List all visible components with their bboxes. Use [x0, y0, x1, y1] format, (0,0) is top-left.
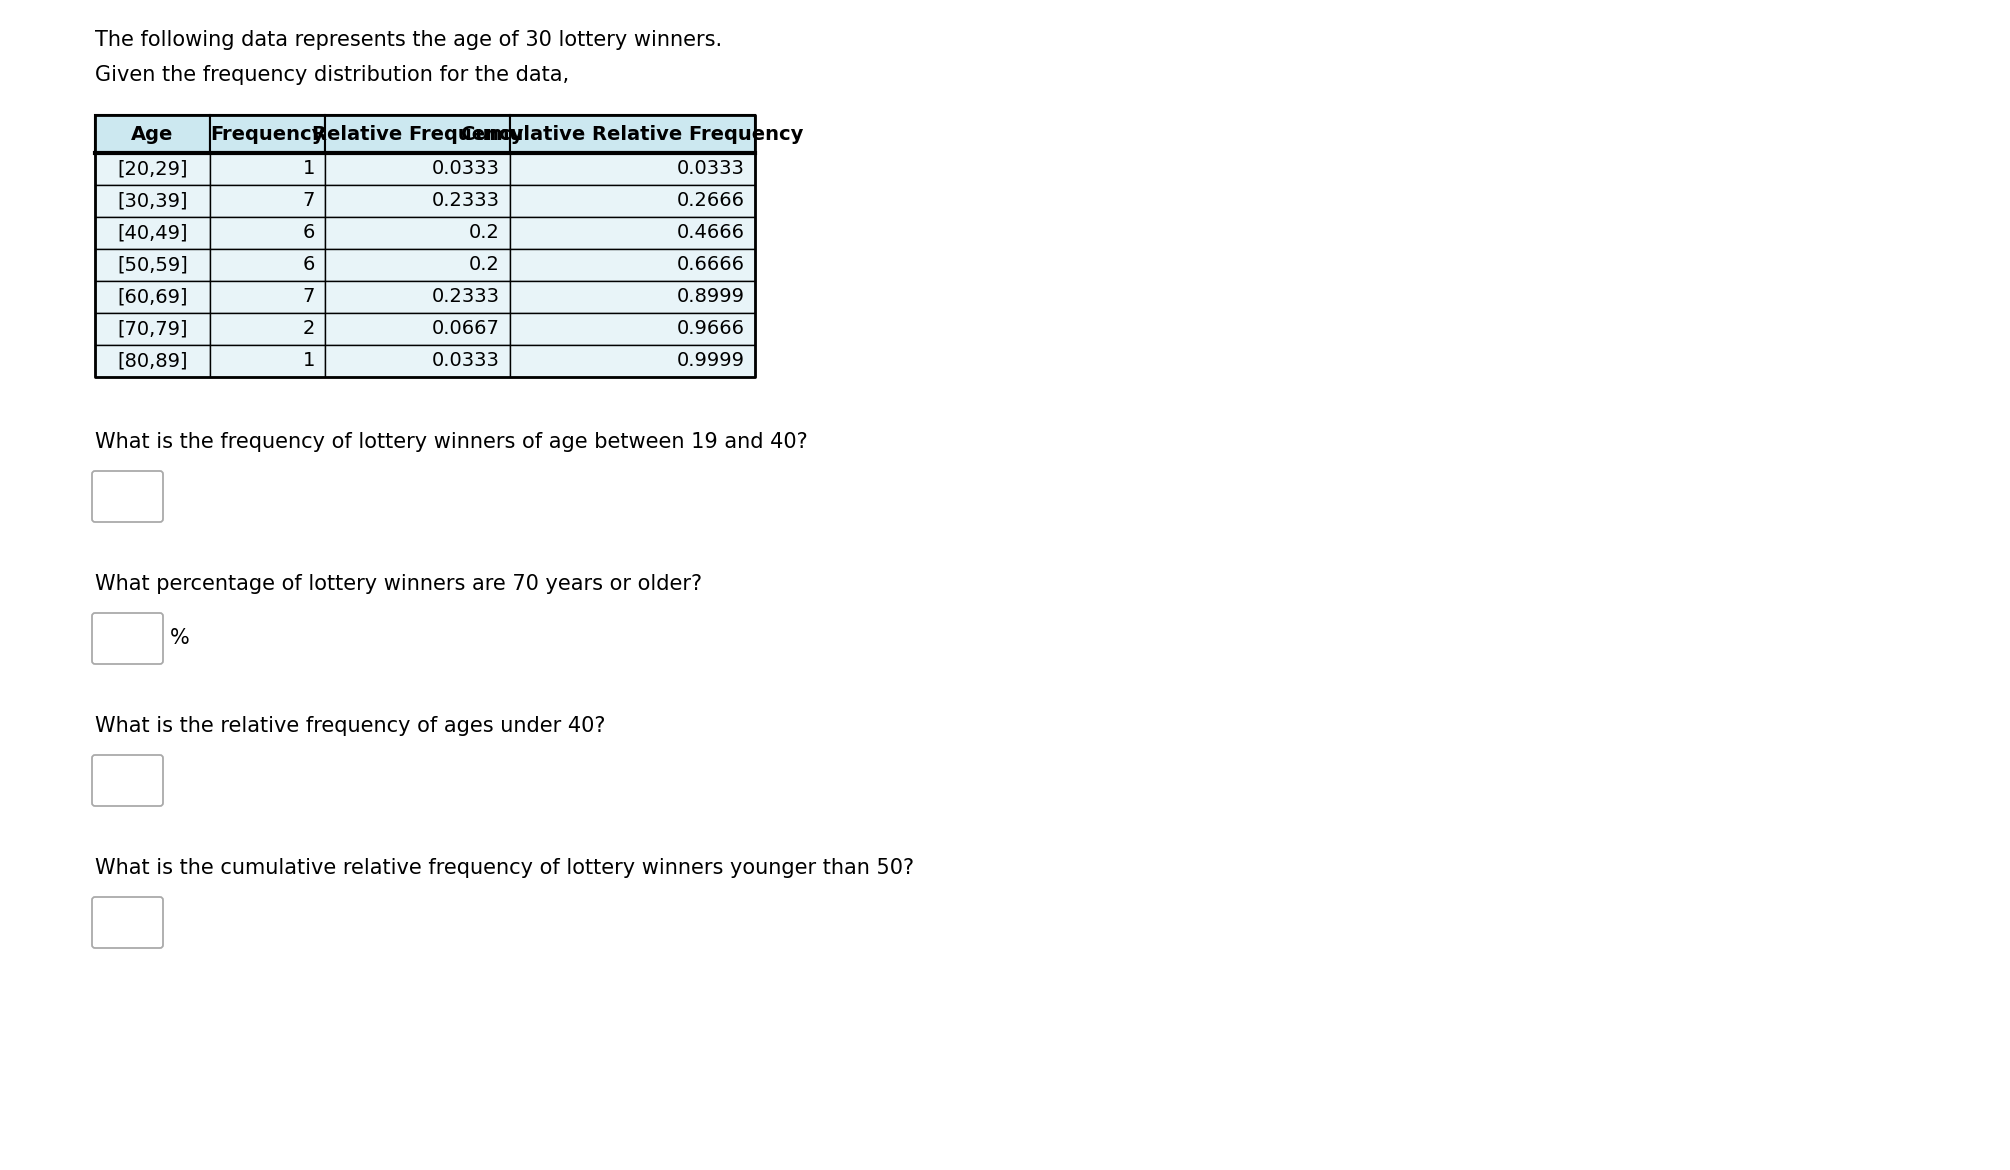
- Text: 6: 6: [304, 255, 316, 275]
- Bar: [326, 153, 511, 185]
- Text: [60,69]: [60,69]: [117, 288, 187, 307]
- Text: 1: 1: [304, 351, 316, 371]
- Bar: [94, 314, 209, 345]
- Bar: [209, 314, 326, 345]
- Bar: [94, 153, 209, 185]
- Bar: [94, 345, 209, 377]
- Text: 0.9999: 0.9999: [677, 351, 746, 371]
- Bar: [209, 216, 326, 249]
- Text: What is the cumulative relative frequency of lottery winners younger than 50?: What is the cumulative relative frequenc…: [94, 858, 915, 878]
- FancyBboxPatch shape: [92, 613, 163, 665]
- Text: [80,89]: [80,89]: [117, 351, 187, 371]
- Bar: [511, 216, 756, 249]
- Bar: [326, 249, 511, 281]
- Bar: [326, 115, 511, 153]
- Text: Relative Frequency: Relative Frequency: [312, 124, 523, 144]
- Text: 0.2: 0.2: [468, 255, 500, 275]
- Text: 0.4666: 0.4666: [677, 223, 746, 242]
- Text: 0.2666: 0.2666: [677, 192, 746, 211]
- Bar: [511, 345, 756, 377]
- Bar: [511, 314, 756, 345]
- Text: 2: 2: [304, 319, 316, 338]
- Bar: [209, 115, 326, 153]
- Bar: [94, 115, 209, 153]
- Text: What is the relative frequency of ages under 40?: What is the relative frequency of ages u…: [94, 716, 605, 736]
- Bar: [326, 281, 511, 314]
- Bar: [94, 216, 209, 249]
- Bar: [511, 185, 756, 216]
- Bar: [326, 314, 511, 345]
- Text: 1: 1: [304, 159, 316, 179]
- Text: [40,49]: [40,49]: [117, 223, 187, 242]
- FancyBboxPatch shape: [92, 897, 163, 948]
- Text: Age: Age: [131, 124, 173, 144]
- Text: [70,79]: [70,79]: [117, 319, 187, 338]
- Text: 0.0667: 0.0667: [432, 319, 500, 338]
- Bar: [326, 345, 511, 377]
- Bar: [209, 281, 326, 314]
- FancyBboxPatch shape: [92, 755, 163, 806]
- Text: 7: 7: [304, 288, 316, 307]
- Bar: [511, 153, 756, 185]
- Text: Cumulative Relative Frequency: Cumulative Relative Frequency: [462, 124, 804, 144]
- Bar: [209, 345, 326, 377]
- Text: 0.6666: 0.6666: [677, 255, 746, 275]
- Bar: [326, 216, 511, 249]
- Bar: [511, 281, 756, 314]
- Bar: [326, 185, 511, 216]
- Text: [20,29]: [20,29]: [117, 159, 187, 179]
- Bar: [94, 185, 209, 216]
- Text: 6: 6: [304, 223, 316, 242]
- Text: Given the frequency distribution for the data,: Given the frequency distribution for the…: [94, 66, 569, 85]
- Text: 0.0333: 0.0333: [432, 159, 500, 179]
- Bar: [209, 185, 326, 216]
- Text: 0.2: 0.2: [468, 223, 500, 242]
- Text: 0.8999: 0.8999: [677, 288, 746, 307]
- FancyBboxPatch shape: [92, 472, 163, 522]
- Text: 7: 7: [304, 192, 316, 211]
- Bar: [94, 249, 209, 281]
- Bar: [94, 281, 209, 314]
- Bar: [511, 249, 756, 281]
- Text: 0.2333: 0.2333: [432, 288, 500, 307]
- Text: Frequency: Frequency: [211, 124, 326, 144]
- Bar: [209, 249, 326, 281]
- Text: 0.0333: 0.0333: [677, 159, 746, 179]
- Text: 0.9666: 0.9666: [677, 319, 746, 338]
- Text: The following data represents the age of 30 lottery winners.: The following data represents the age of…: [94, 30, 722, 50]
- Text: %: %: [171, 628, 189, 648]
- Text: [50,59]: [50,59]: [117, 255, 187, 275]
- Bar: [209, 153, 326, 185]
- Text: [30,39]: [30,39]: [117, 192, 187, 211]
- Text: What percentage of lottery winners are 70 years or older?: What percentage of lottery winners are 7…: [94, 574, 701, 594]
- Bar: [511, 115, 756, 153]
- Text: 0.2333: 0.2333: [432, 192, 500, 211]
- Text: 0.0333: 0.0333: [432, 351, 500, 371]
- Text: What is the frequency of lottery winners of age between 19 and 40?: What is the frequency of lottery winners…: [94, 432, 808, 452]
